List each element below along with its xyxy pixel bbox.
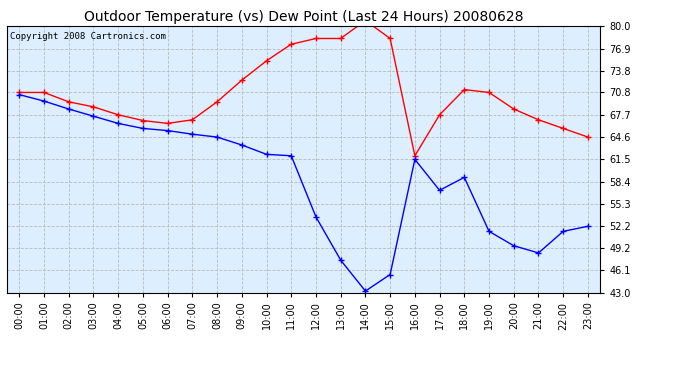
Text: Copyright 2008 Cartronics.com: Copyright 2008 Cartronics.com: [10, 32, 166, 40]
Title: Outdoor Temperature (vs) Dew Point (Last 24 Hours) 20080628: Outdoor Temperature (vs) Dew Point (Last…: [84, 10, 523, 24]
